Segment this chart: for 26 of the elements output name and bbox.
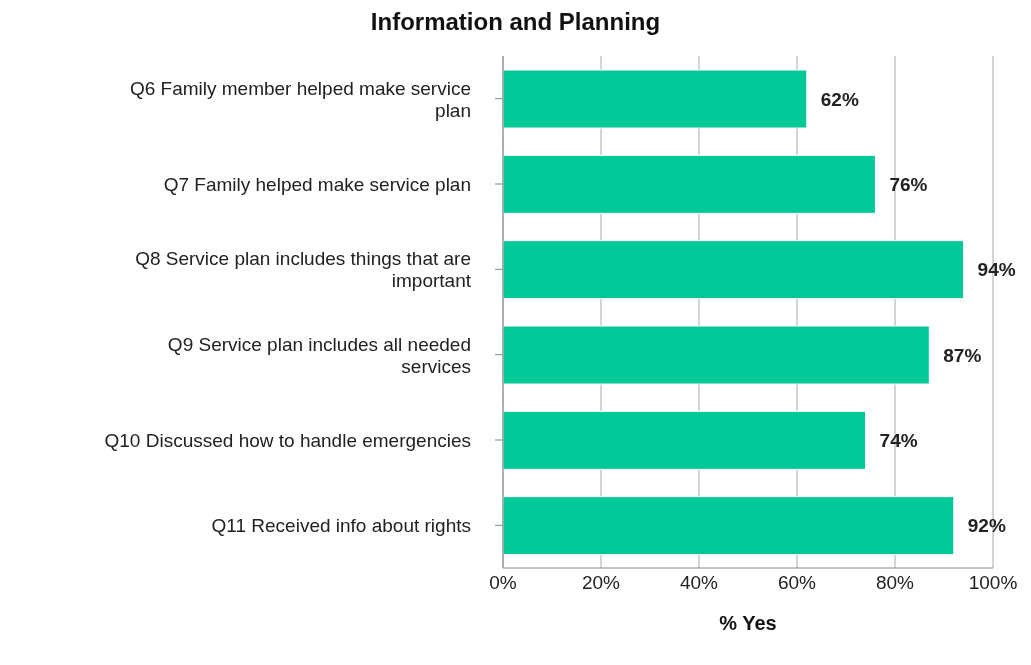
y-tick-label: Q11 Received info about rights — [211, 514, 471, 536]
data-label: 74% — [879, 430, 918, 452]
y-tick-label: Q8 Service plan includes things that are important — [135, 247, 472, 291]
x-tick-label: 0% — [489, 572, 517, 594]
data-label: 76% — [889, 174, 928, 196]
bar — [503, 154, 876, 214]
data-label: 92% — [967, 515, 1006, 537]
x-axis-title: % Yes — [719, 612, 777, 634]
y-tick-label: Q9 Service plan includes all needed services — [167, 333, 471, 377]
bar — [503, 410, 867, 470]
y-tick-label: Q10 Discussed how to handle emergencies — [104, 429, 471, 451]
data-label: 62% — [820, 88, 859, 110]
data-label: 87% — [943, 344, 982, 366]
bar — [503, 496, 955, 556]
chart-title: Information and Planning — [369, 8, 662, 36]
x-tick-label: 100% — [968, 572, 1018, 594]
y-tick-label: Q6 Family member helped make service plan — [129, 77, 471, 121]
data-label: 94% — [977, 259, 1016, 281]
x-tick-label: 60% — [777, 572, 817, 594]
x-tick-label: 80% — [875, 572, 915, 594]
x-tick-label: 40% — [679, 572, 719, 594]
bar — [503, 325, 930, 385]
y-tick-label: Q7 Family helped make service plan — [163, 173, 471, 195]
bar — [503, 69, 808, 129]
bar — [503, 240, 965, 300]
x-tick-label: 20% — [581, 572, 621, 594]
